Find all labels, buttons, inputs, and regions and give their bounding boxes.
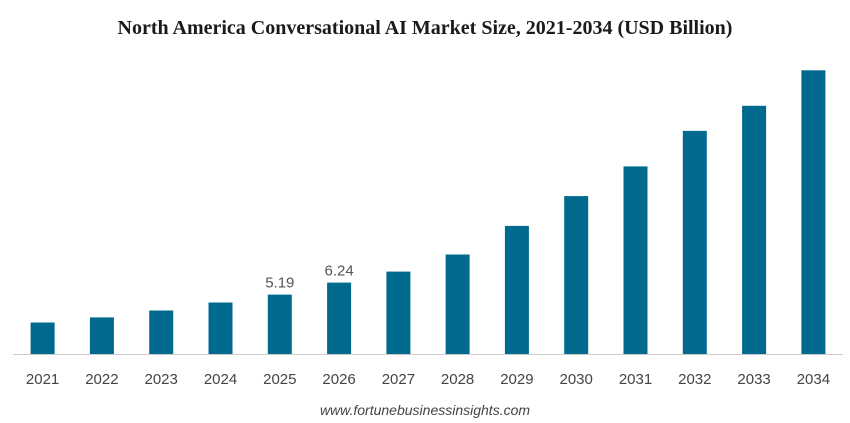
x-tick-2022: 2022 <box>85 371 118 388</box>
bars-layer <box>30 70 826 355</box>
x-tick-2031: 2031 <box>619 371 652 388</box>
x-tick-2028: 2028 <box>441 371 474 388</box>
x-tick-2026: 2026 <box>322 371 355 388</box>
x-tick-2025: 2025 <box>263 371 296 388</box>
bar-2030 <box>564 196 589 354</box>
bar-2028 <box>445 254 470 354</box>
x-tick-2032: 2032 <box>678 371 711 388</box>
bar-2034 <box>801 70 826 355</box>
bar-2024 <box>208 302 233 354</box>
x-tick-2024: 2024 <box>204 371 237 388</box>
bar-2025 <box>267 294 292 354</box>
data-labels: 5.19 6.24 <box>265 263 354 292</box>
x-tick-2030: 2030 <box>560 371 593 388</box>
bar-2031 <box>623 166 648 354</box>
bar-2023 <box>149 310 174 354</box>
x-tick-2033: 2033 <box>737 371 770 388</box>
bar-2022 <box>89 317 114 354</box>
chart-title: North America Conversational AI Market S… <box>118 17 733 39</box>
bar-2021 <box>30 322 55 354</box>
source-text: www.fortunebusinessinsights.com <box>320 402 530 418</box>
x-tick-2029: 2029 <box>500 371 533 388</box>
bar-2027 <box>386 271 411 354</box>
x-tick-2027: 2027 <box>382 371 415 388</box>
x-tick-2021: 2021 <box>26 371 59 388</box>
x-tick-labels: 2021 2022 2023 2024 2025 2026 2027 2028 2029 2030… <box>26 371 830 388</box>
data-label-2025: 5.19 <box>265 275 294 292</box>
bar-2029 <box>504 225 529 354</box>
bar-2032 <box>682 130 707 354</box>
bar-2033 <box>742 105 767 354</box>
x-tick-2023: 2023 <box>145 371 178 388</box>
x-tick-2034: 2034 <box>797 371 830 388</box>
bar-2026 <box>327 282 352 354</box>
data-label-2026: 6.24 <box>324 263 353 280</box>
